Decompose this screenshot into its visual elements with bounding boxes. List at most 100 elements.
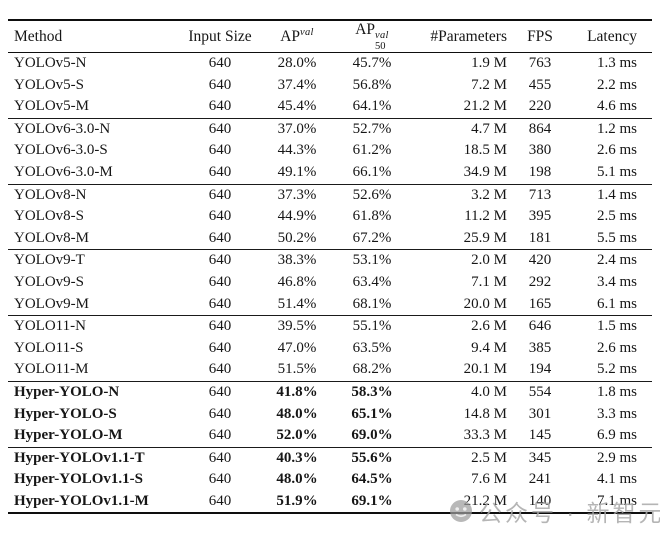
cell-ap: 38.3% bbox=[262, 249, 332, 272]
cell-method: YOLOv9-S bbox=[14, 273, 84, 290]
table-row: YOLOv9-S 640 46.8% 63.4% 7.1 M 292 3.4 ms bbox=[8, 272, 652, 294]
cell-fps: 165 bbox=[528, 295, 552, 312]
cell-input_size: 640 bbox=[208, 98, 232, 115]
cell-input_size: 640 bbox=[208, 142, 232, 159]
cell-fps: 292 bbox=[528, 273, 552, 290]
cell-params: 21.2 M bbox=[463, 98, 507, 115]
table-section: YOLOv8-N 640 37.3% 52.6% 3.2 M 713 1.4 ms YOLOv… bbox=[8, 183, 652, 250]
cell-method: YOLO11-S bbox=[14, 339, 84, 356]
cell-ap50: 69.1% bbox=[351, 492, 393, 509]
cell-method: YOLOv8-S bbox=[14, 208, 84, 225]
table-section: YOLOv9-T 640 38.3% 53.1% 2.0 M 420 2.4 ms YOLOv… bbox=[8, 249, 652, 316]
cell-input_size: 640 bbox=[178, 446, 262, 470]
cell-params: 14.8 M bbox=[463, 405, 507, 422]
cell-params: 2.5 M bbox=[412, 446, 512, 470]
cell-params: 9.4 M bbox=[471, 339, 507, 356]
table-row: YOLOv5-M 640 45.4% 64.1% 21.2 M 220 4.6 ms bbox=[8, 96, 652, 118]
cell-ap: 48.0% bbox=[276, 405, 318, 422]
cell-ap: 37.3% bbox=[262, 183, 332, 207]
cell-method: YOLOv6-3.0-N bbox=[8, 117, 178, 141]
table-section: YOLOv6-3.0-N 640 37.0% 52.7% 4.7 M 864 1.2 ms Y… bbox=[8, 117, 652, 184]
cell-fps: 380 bbox=[528, 142, 552, 159]
cell-ap50: 69.0% bbox=[351, 427, 393, 444]
table-row: YOLOv6-3.0-S 640 44.3% 61.2% 18.5 M 380 2.6 ms bbox=[8, 140, 652, 162]
cell-ap: 46.8% bbox=[277, 273, 317, 290]
cell-params: 34.9 M bbox=[463, 163, 507, 180]
cell-ap50: 45.7% bbox=[332, 51, 412, 75]
col-header-method: Method bbox=[8, 20, 178, 53]
cell-method: YOLO11-M bbox=[14, 361, 89, 378]
cell-method: Hyper-YOLO-M bbox=[14, 427, 123, 444]
cell-latency: 1.5 ms bbox=[568, 315, 652, 338]
cell-latency: 2.5 ms bbox=[596, 208, 637, 225]
cell-params: 7.1 M bbox=[471, 273, 507, 290]
cell-ap50: 58.3% bbox=[332, 380, 412, 404]
cell-input_size: 640 bbox=[208, 471, 232, 488]
cell-fps: 864 bbox=[512, 117, 568, 141]
cell-input_size: 640 bbox=[208, 76, 232, 93]
cell-input_size: 640 bbox=[208, 163, 232, 180]
cell-ap50: 63.4% bbox=[352, 273, 392, 290]
cell-latency: 1.4 ms bbox=[568, 183, 652, 207]
cell-ap: 51.5% bbox=[277, 361, 317, 378]
cell-method: Hyper-YOLOv1.1-T bbox=[8, 446, 178, 470]
cell-ap: 47.0% bbox=[277, 339, 317, 356]
cell-ap: 44.3% bbox=[277, 142, 317, 159]
cell-params: 11.2 M bbox=[464, 208, 507, 225]
cell-params: 20.0 M bbox=[463, 295, 507, 312]
cell-params: 2.0 M bbox=[412, 249, 512, 272]
cell-params: 21.2 M bbox=[463, 492, 507, 509]
cell-fps: 554 bbox=[512, 380, 568, 404]
cell-latency: 1.8 ms bbox=[568, 380, 652, 404]
cell-input_size: 640 bbox=[178, 249, 262, 272]
cell-method: Hyper-YOLO-S bbox=[14, 405, 117, 422]
cell-input_size: 640 bbox=[208, 361, 232, 378]
table-row: Hyper-YOLOv1.1-M 640 51.9% 69.1% 21.2 M 140 7.… bbox=[8, 491, 652, 514]
table-section: YOLO11-N 640 39.5% 55.1% 2.6 M 646 1.5 ms YOLO1… bbox=[8, 315, 652, 382]
cell-ap: 51.4% bbox=[277, 295, 317, 312]
cell-params: 2.6 M bbox=[412, 315, 512, 338]
cell-params: 18.5 M bbox=[463, 142, 507, 159]
cell-fps: 198 bbox=[528, 163, 552, 180]
table-row: YOLO11-N 640 39.5% 55.1% 2.6 M 646 1.5 ms bbox=[8, 315, 652, 338]
cell-params: 7.6 M bbox=[471, 471, 507, 488]
table-row: YOLO11-S 640 47.0% 63.5% 9.4 M 385 2.6 ms bbox=[8, 338, 652, 360]
cell-ap50: 52.6% bbox=[332, 183, 412, 207]
cell-latency: 6.1 ms bbox=[596, 295, 637, 312]
cell-method: YOLOv8-N bbox=[8, 183, 178, 207]
cell-ap: 37.0% bbox=[262, 117, 332, 141]
cell-params: 33.3 M bbox=[463, 427, 507, 444]
cell-ap50: 64.1% bbox=[352, 98, 392, 115]
cell-input_size: 640 bbox=[208, 208, 232, 225]
cell-input_size: 640 bbox=[178, 117, 262, 141]
cell-input_size: 640 bbox=[178, 51, 262, 75]
cell-params: 3.2 M bbox=[412, 183, 512, 207]
cell-latency: 2.9 ms bbox=[568, 446, 652, 470]
table-row: YOLOv8-M 640 50.2% 67.2% 25.9 M 181 5.5 ms bbox=[8, 228, 652, 250]
cell-method: YOLOv8-M bbox=[14, 229, 89, 246]
cell-ap50: 56.8% bbox=[352, 76, 392, 93]
cell-input_size: 640 bbox=[178, 380, 262, 404]
cell-fps: 220 bbox=[528, 98, 552, 115]
col-header-ap50: AP val 50 bbox=[332, 20, 412, 53]
cell-params: 20.1 M bbox=[463, 361, 507, 378]
cell-fps: 181 bbox=[528, 229, 552, 246]
cell-latency: 5.5 ms bbox=[596, 229, 637, 246]
cell-method: Hyper-YOLO-N bbox=[8, 380, 178, 404]
cell-fps: 194 bbox=[528, 361, 552, 378]
table-section: Hyper-YOLO-N 640 41.8% 58.3% 4.0 M 554 1.8 ms H… bbox=[8, 380, 652, 447]
cell-input_size: 640 bbox=[178, 315, 262, 338]
cell-method: YOLOv9-T bbox=[8, 249, 178, 272]
cell-params: 7.2 M bbox=[471, 76, 507, 93]
cell-latency: 2.4 ms bbox=[568, 249, 652, 272]
cell-latency: 2.6 ms bbox=[596, 142, 637, 159]
col-header-fps: FPS bbox=[512, 20, 568, 53]
cell-input_size: 640 bbox=[208, 405, 232, 422]
table-row: YOLOv6-3.0-N 640 37.0% 52.7% 4.7 M 864 1.2 ms bbox=[8, 117, 652, 141]
cell-ap50: 65.1% bbox=[351, 405, 393, 422]
cell-method: YOLOv9-M bbox=[14, 295, 89, 312]
cell-latency: 4.6 ms bbox=[596, 98, 637, 115]
cell-latency: 5.2 ms bbox=[596, 361, 637, 378]
cell-ap: 40.3% bbox=[262, 446, 332, 470]
